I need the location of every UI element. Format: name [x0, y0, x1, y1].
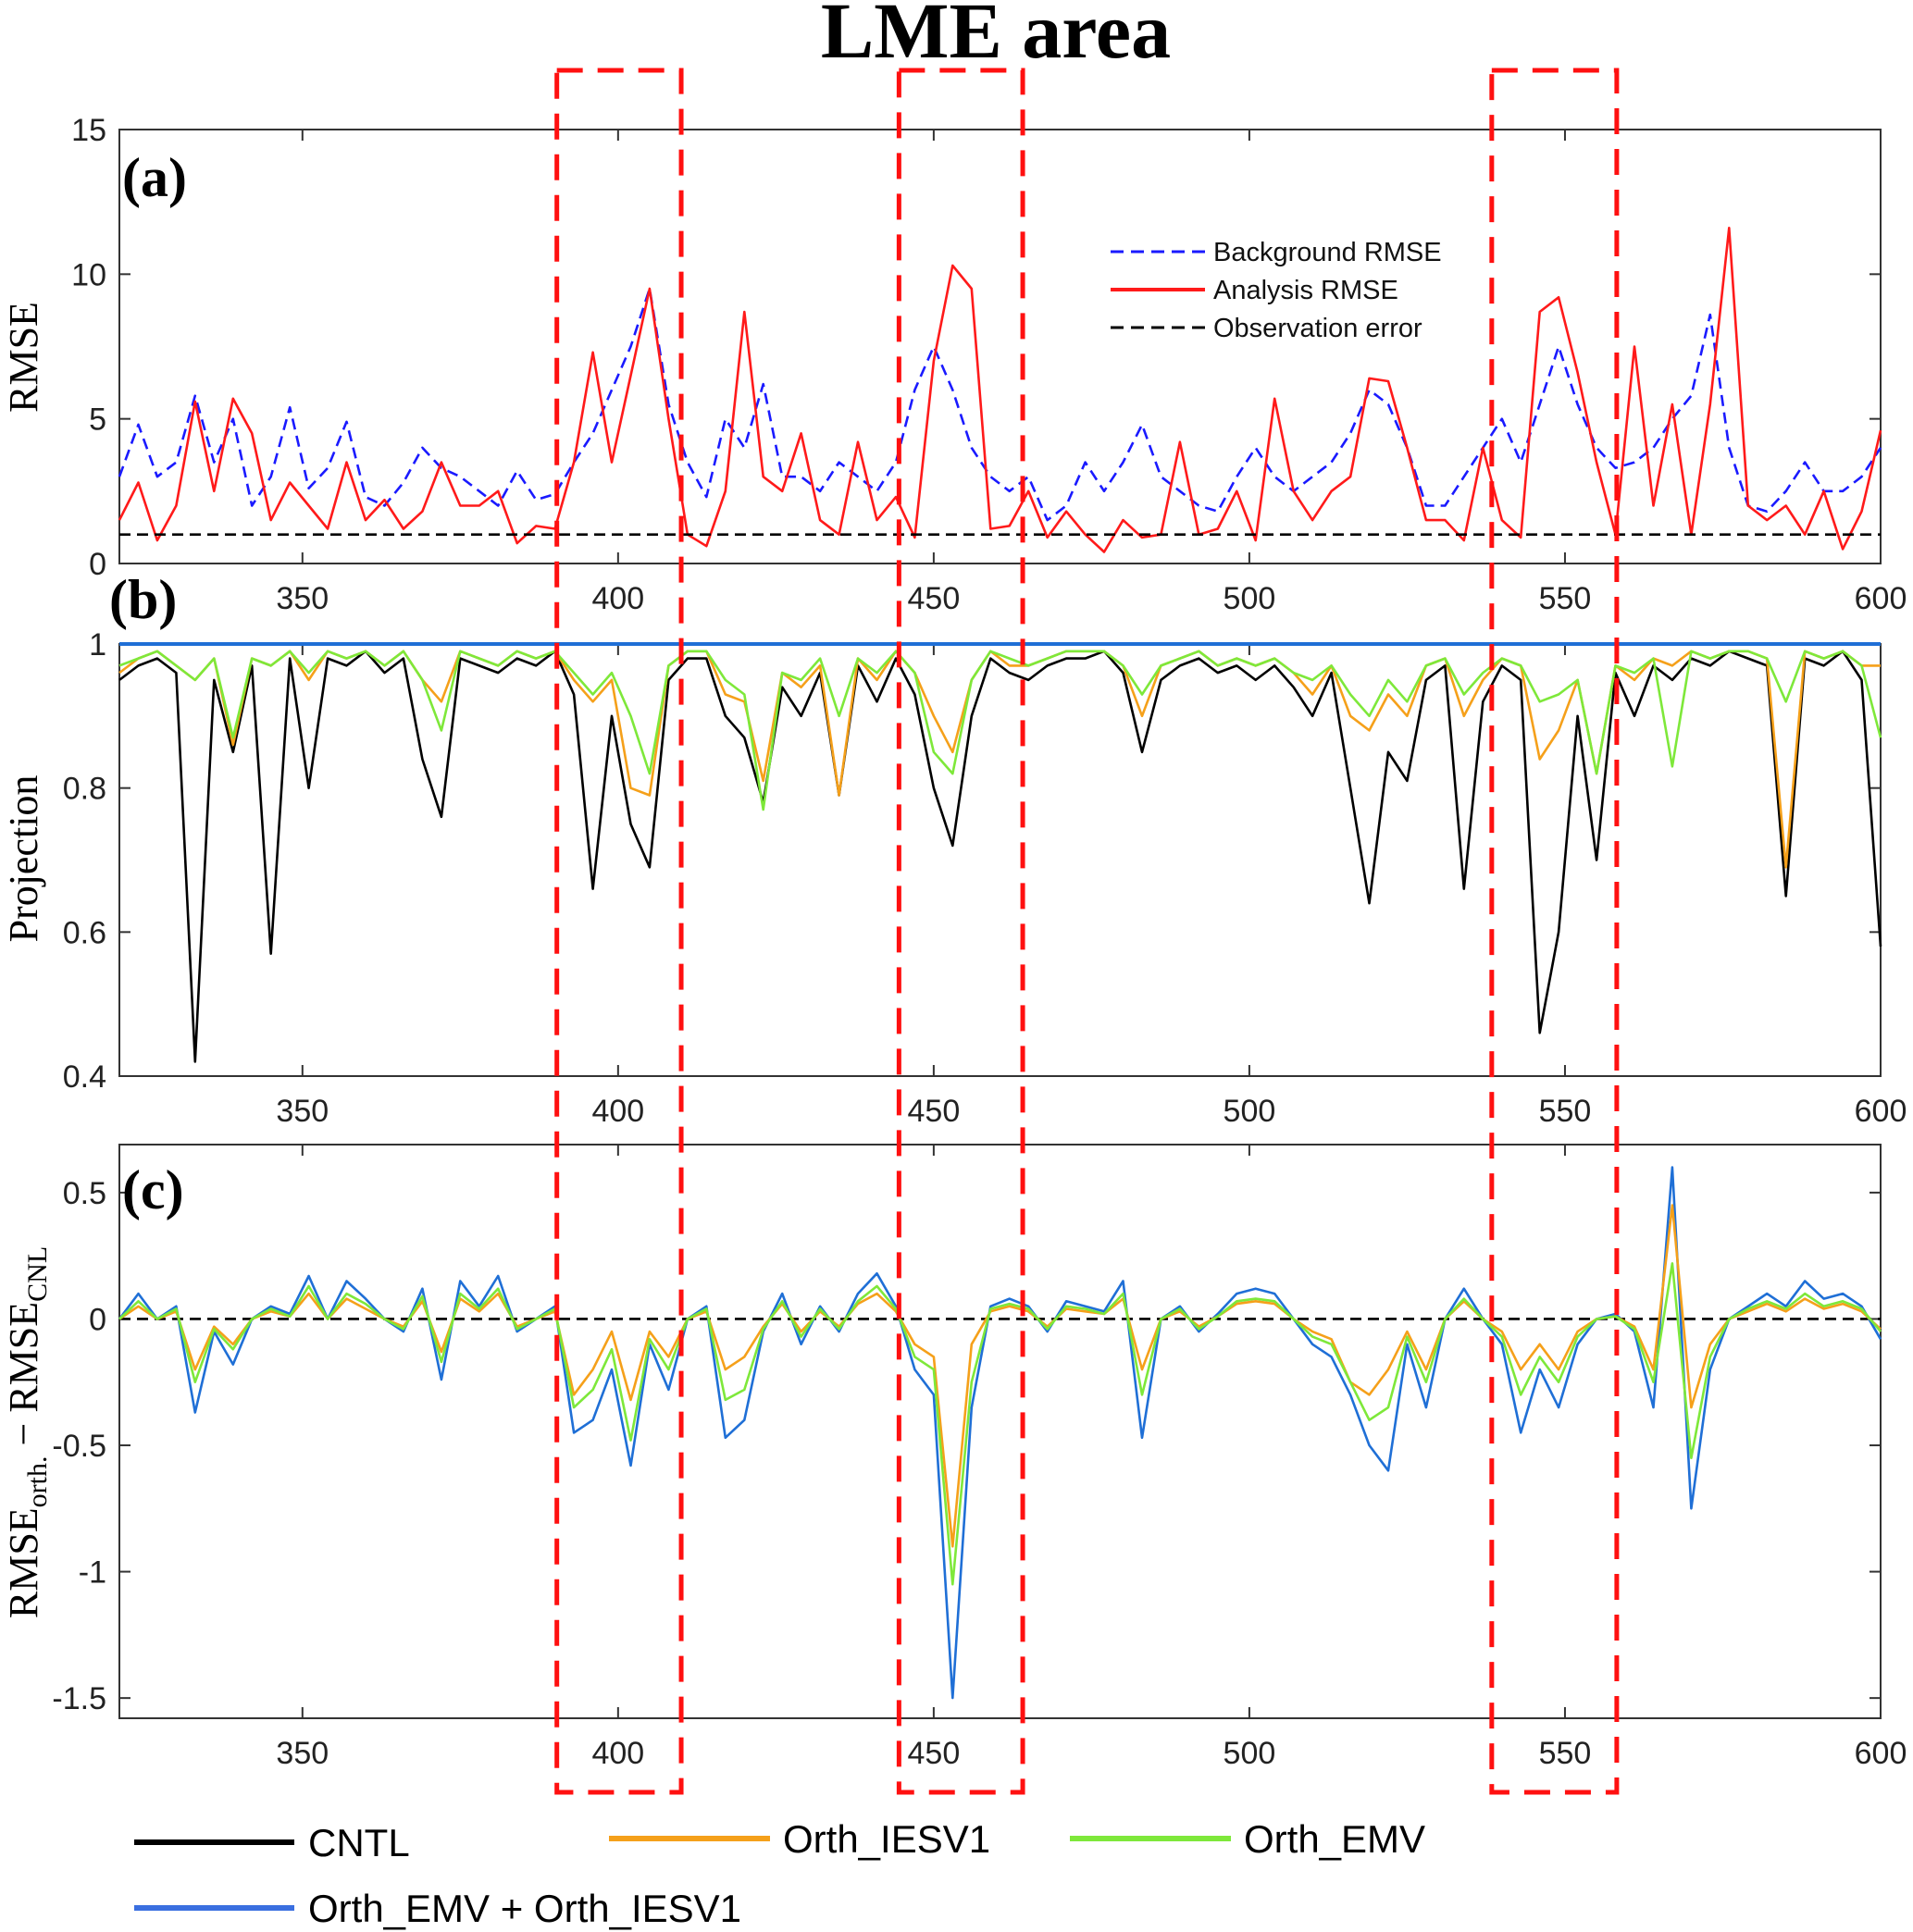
y-tick-label: -0.5 — [52, 1429, 106, 1464]
legend-label-cntl: CNTL — [308, 1821, 410, 1864]
x-tick-label: 350 — [276, 581, 329, 616]
highlight-boxes — [554, 68, 1620, 1795]
y-axis-label-a: RMSE — [1, 302, 46, 413]
legend-label-iesv1: Orth_IESV1 — [783, 1817, 990, 1861]
highlight-box — [896, 68, 1025, 1795]
x-tick-label: 450 — [908, 581, 961, 616]
y-axis-label-b: Projection — [1, 775, 46, 943]
x-tick-label: 500 — [1224, 581, 1276, 616]
series-analysis-rmse-line — [118, 227, 1882, 553]
legend-a: Background RMSE Analysis RMSE Observatio… — [1111, 238, 1442, 343]
x-tick-label: 400 — [591, 1736, 644, 1771]
panel-a: 350 400 450 500 550 600 0 5 10 15 — [71, 113, 1907, 616]
figure-title: LME area — [821, 0, 1171, 75]
series-orth-emv-line — [118, 650, 1882, 811]
series-background-rmse-line — [118, 287, 1882, 522]
x-tick-label: 500 — [1224, 1094, 1276, 1129]
x-tick-label: 550 — [1539, 581, 1592, 616]
highlight-box — [1489, 68, 1620, 1795]
x-tick-label: 400 — [591, 1094, 644, 1129]
x-tick-label: 350 — [276, 1094, 329, 1129]
series-cntl-line — [118, 650, 1882, 1063]
x-tick-label: 550 — [1539, 1094, 1592, 1129]
y-tick-label: 15 — [71, 113, 106, 148]
x-tick-label: 350 — [276, 1736, 329, 1771]
legend-a-label-obs: Observation error — [1213, 314, 1422, 343]
y-tick-label: 0.6 — [63, 915, 106, 950]
y-tick-label: 0.8 — [63, 772, 106, 807]
legend-a-label-analysis: Analysis RMSE — [1213, 276, 1398, 305]
x-tick-label: 450 — [908, 1094, 961, 1129]
x-tick-label: 450 — [908, 1736, 961, 1771]
plot-area — [118, 1144, 1882, 1719]
panel-c: 350 400 450 500 550 600 0.5 0 -0.5 -1 -1.5 — [52, 1144, 1907, 1771]
plot-area — [118, 129, 1882, 564]
panel-label-b: (b) — [109, 569, 177, 630]
x-tick-label: 500 — [1224, 1736, 1276, 1771]
y-axis-label-c: RMSEorth. − RMSECNL — [1, 1246, 53, 1618]
legend-a-label-background: Background RMSE — [1213, 238, 1442, 267]
y-tick-label: 5 — [89, 402, 106, 438]
y-tick-label: -1 — [79, 1555, 106, 1591]
legend: CNTL Orth_IESV1 Orth_EMV Orth_EMV + Orth… — [134, 1817, 1425, 1930]
y-label-c-minus: − RMSE — [1, 1302, 46, 1456]
x-tick-label: 600 — [1855, 1094, 1907, 1129]
y-label-c-main: RMSE — [1, 1507, 46, 1618]
y-tick-label: -1.5 — [52, 1681, 106, 1716]
legend-label-both: Orth_EMV + Orth_IESV1 — [308, 1887, 741, 1930]
panel-label-c: (c) — [122, 1159, 184, 1220]
y-tick-label: 0 — [89, 547, 106, 582]
series-orth-emv-orth-iesv1-line — [118, 1166, 1882, 1700]
y-label-c-sub1: orth. — [22, 1455, 53, 1507]
x-tick-label: 400 — [591, 581, 644, 616]
x-tick-label: 600 — [1855, 1736, 1907, 1771]
panel-label-a: (a) — [122, 147, 187, 208]
y-tick-label: 10 — [71, 257, 106, 292]
y-tick-label: 0.4 — [63, 1059, 106, 1095]
y-tick-label: 0 — [89, 1302, 106, 1337]
y-tick-label: 1 — [89, 627, 106, 663]
series-orth-emv-line — [118, 1262, 1882, 1586]
plot-area — [118, 643, 1882, 1077]
legend-label-emv: Orth_EMV — [1244, 1817, 1425, 1861]
highlight-box — [554, 68, 684, 1795]
panel-b: 350 400 450 500 550 600 0.4 0.6 0.8 1 — [63, 627, 1907, 1129]
y-tick-label: 0.5 — [63, 1176, 106, 1211]
x-tick-label: 600 — [1855, 581, 1907, 616]
y-label-c-sub2: CNL — [22, 1246, 53, 1302]
x-tick-label: 550 — [1539, 1736, 1592, 1771]
